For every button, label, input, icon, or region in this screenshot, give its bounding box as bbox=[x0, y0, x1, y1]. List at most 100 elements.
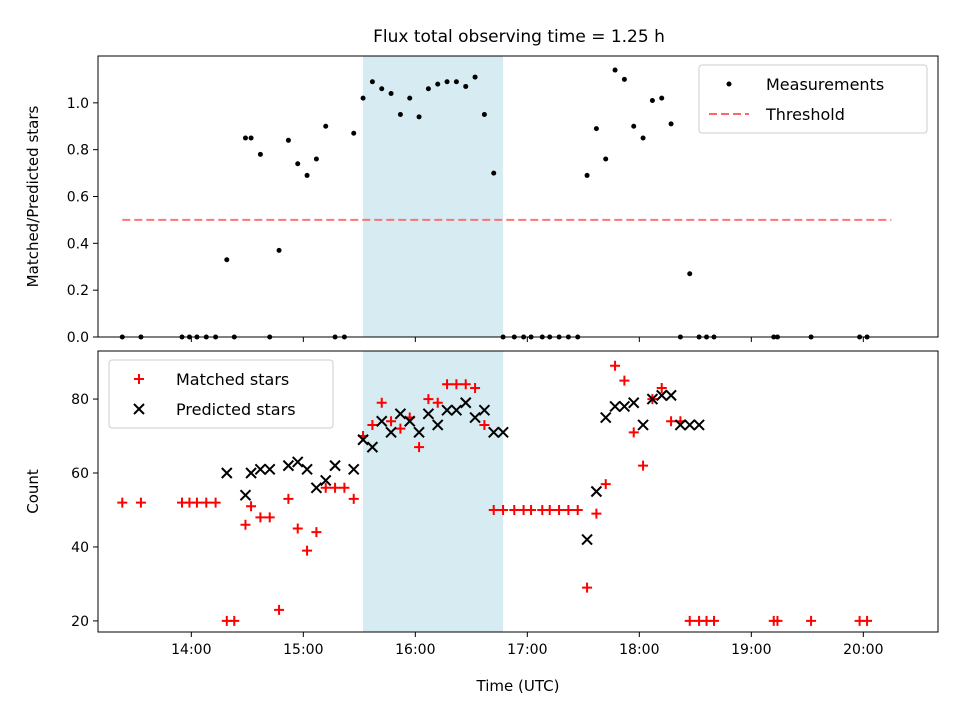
data-point bbox=[628, 427, 639, 438]
y-tick-label: 40 bbox=[71, 540, 89, 556]
data-point bbox=[254, 463, 267, 476]
data-point bbox=[394, 408, 407, 420]
data-point bbox=[666, 416, 677, 427]
data-point bbox=[191, 497, 202, 508]
data-point bbox=[656, 382, 667, 393]
data-point bbox=[416, 114, 422, 120]
data-point bbox=[385, 426, 397, 439]
observing-window bbox=[363, 351, 504, 632]
data-point bbox=[481, 112, 487, 118]
data-point bbox=[581, 533, 593, 546]
data-point bbox=[367, 419, 378, 430]
data-point bbox=[451, 379, 462, 390]
y-tick-label: 0.8 bbox=[67, 143, 89, 159]
data-point bbox=[210, 497, 221, 508]
data-point bbox=[295, 161, 301, 167]
data-point bbox=[638, 460, 649, 471]
y-tick-label: 0.4 bbox=[67, 236, 89, 252]
data-point bbox=[554, 504, 565, 515]
legend-label: Matched stars bbox=[176, 370, 289, 389]
x-axis-label: Time (UTC) bbox=[476, 677, 560, 695]
data-point bbox=[450, 404, 463, 416]
legend-label: Predicted stars bbox=[176, 400, 296, 419]
data-point bbox=[133, 403, 145, 415]
data-point bbox=[591, 508, 602, 519]
legend-label: Threshold bbox=[765, 105, 845, 124]
y-axis-label: Count bbox=[24, 469, 42, 514]
data-point bbox=[463, 83, 469, 89]
data-point bbox=[404, 415, 416, 427]
data-point bbox=[674, 419, 687, 431]
data-point bbox=[407, 95, 413, 101]
data-point bbox=[201, 497, 212, 508]
data-point bbox=[806, 615, 817, 626]
data-point bbox=[423, 394, 434, 405]
data-point bbox=[603, 156, 609, 162]
data-point bbox=[491, 170, 497, 176]
data-point bbox=[453, 79, 459, 85]
y-tick-label: 0.0 bbox=[67, 330, 89, 346]
data-point bbox=[274, 604, 285, 615]
data-point bbox=[640, 135, 646, 141]
y-axis-label: Matched/Predicted stars bbox=[24, 106, 42, 288]
data-point bbox=[320, 482, 331, 493]
data-point bbox=[631, 123, 637, 129]
x-tick-label: 14:00 bbox=[171, 642, 211, 658]
data-point bbox=[498, 504, 509, 515]
data-point bbox=[357, 434, 369, 446]
data-point bbox=[117, 497, 128, 508]
data-point bbox=[339, 482, 350, 493]
data-point bbox=[709, 615, 719, 626]
data-point bbox=[239, 489, 252, 501]
y-tick-label: 80 bbox=[71, 392, 89, 408]
data-point bbox=[221, 467, 233, 479]
data-point bbox=[693, 419, 705, 431]
data-point bbox=[320, 474, 332, 487]
data-point bbox=[413, 426, 425, 439]
data-point bbox=[600, 411, 612, 424]
data-point bbox=[684, 419, 696, 431]
data-point bbox=[369, 79, 375, 85]
data-point bbox=[422, 408, 435, 420]
data-point bbox=[246, 501, 257, 512]
legend-box bbox=[108, 359, 334, 429]
data-point bbox=[360, 95, 366, 101]
data-point bbox=[224, 257, 230, 263]
data-point bbox=[388, 90, 394, 96]
data-point bbox=[610, 360, 621, 371]
data-point bbox=[479, 419, 490, 430]
data-point bbox=[330, 482, 341, 493]
data-point bbox=[292, 456, 304, 468]
data-point bbox=[544, 504, 555, 515]
data-point bbox=[348, 493, 359, 504]
data-point bbox=[301, 463, 313, 476]
data-point bbox=[386, 416, 397, 427]
data-point bbox=[432, 397, 443, 408]
data-point bbox=[245, 467, 257, 479]
data-point bbox=[684, 615, 695, 626]
x-tick-label: 16:00 bbox=[395, 642, 435, 658]
data-point bbox=[285, 137, 291, 143]
y-tick-label: 0.2 bbox=[67, 283, 89, 299]
legend: Measurements Threshold bbox=[698, 64, 928, 134]
data-point bbox=[497, 426, 509, 439]
data-point bbox=[590, 485, 603, 498]
data-point bbox=[302, 545, 313, 556]
data-point bbox=[668, 121, 674, 127]
data-point bbox=[240, 519, 251, 530]
figure-title: Flux total observing time = 1.25 h bbox=[373, 27, 665, 47]
data-point bbox=[304, 172, 310, 178]
data-point bbox=[637, 419, 649, 431]
data-point bbox=[229, 615, 240, 626]
data-point bbox=[276, 247, 282, 253]
data-point bbox=[472, 74, 478, 80]
data-point bbox=[242, 135, 248, 141]
data-point bbox=[584, 172, 590, 178]
data-point bbox=[659, 95, 665, 101]
data-point bbox=[509, 504, 520, 515]
data-point bbox=[488, 426, 500, 439]
data-point bbox=[470, 382, 481, 393]
data-point bbox=[612, 67, 618, 73]
legend-box bbox=[698, 64, 928, 134]
data-point bbox=[323, 123, 329, 129]
